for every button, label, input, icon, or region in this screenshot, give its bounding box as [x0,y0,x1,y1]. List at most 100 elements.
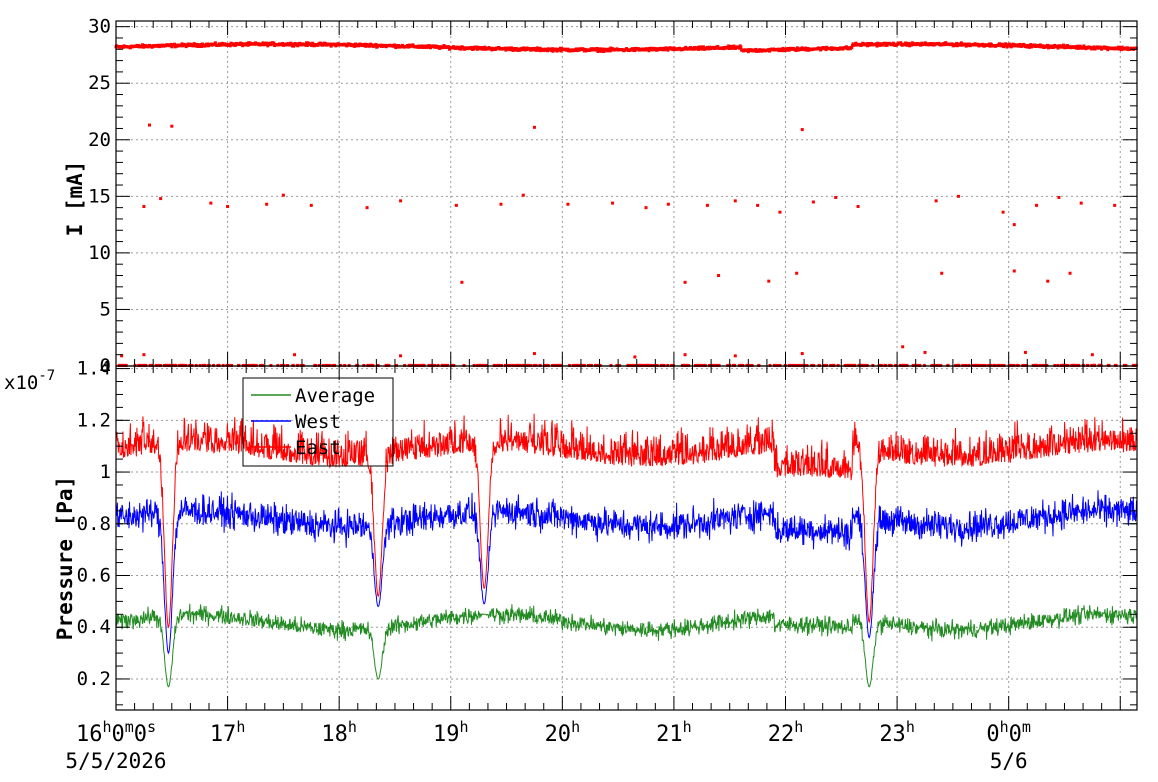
current-point [875,44,879,48]
plot-frame [115,365,1138,711]
current-point [901,345,905,349]
current-point [1001,210,1005,214]
x-tick-label: 18h [321,718,357,747]
current-point [980,42,984,46]
y-tick-label: 1.2 [77,409,111,431]
x-tick-unit: s [147,718,156,736]
current-point [1012,223,1016,227]
current-point [185,44,189,48]
current-point [850,45,854,49]
x-tick-unit: h [459,718,468,736]
y-tick-label: 0.2 [77,668,111,690]
y-axis-title: Pressure [Pa] [53,476,77,640]
current-point [602,50,606,54]
current-point [733,199,737,203]
x-tick-unit: h [348,718,357,736]
current-point [1005,45,1009,49]
current-point [988,44,992,48]
x-tick-unit: m [125,718,134,736]
x-tick-unit: h [683,718,692,736]
current-point [940,271,944,275]
current-point [289,41,293,45]
current-point [374,42,378,46]
current-point [142,205,146,209]
series-average-line [115,603,1138,688]
current-point [226,205,230,209]
y-tick-label: 1 [100,461,111,483]
current-point [907,41,911,45]
legend: Average West East [242,377,394,467]
current-point [120,354,124,358]
x-tick-label: 20h [545,718,581,747]
current-point [352,43,356,47]
current-point [1061,43,1065,47]
current-point [272,41,276,45]
current-panel: 0 5 10 15 20 25 30 I [mA] [63,16,1138,377]
current-point [1079,201,1083,205]
current-point [834,195,838,199]
current-point [795,271,799,275]
current-point [142,353,146,357]
current-point [663,48,667,52]
y-tick-label: 0.8 [77,513,111,535]
current-point [633,355,637,359]
y-axis-title: I [mA] [63,161,87,237]
current-point [1012,269,1016,273]
current-point [923,350,927,354]
current-point [1119,48,1123,52]
current-point [701,45,705,49]
y-tick-label: 30 [88,16,111,38]
current-point [717,274,721,278]
current-point [1046,44,1050,48]
current-point [483,45,487,49]
legend-label: West [295,411,341,433]
x-tick-label: 21h [656,718,692,747]
x-tick-unit: h [102,718,111,736]
y-tick-label: 15 [88,185,111,207]
current-point [731,46,735,50]
current-point [147,123,151,127]
current-point [311,41,315,45]
pressure-panel: 0.2 0.4 0.6 0.8 1 1.2 1.4 Pressure [Pa] x10-7 [4,358,1138,711]
time-axis: 16h0m0s 17h 18h 19h 20h 21h 22h 23h 0h0m… [65,21,1121,773]
current-point [811,200,815,204]
current-point [192,42,196,46]
current-point [1004,42,1008,46]
current-point [910,43,914,47]
current-point [899,41,903,45]
current-point [213,41,217,45]
x-tick-unit: h [794,718,803,736]
current-point [934,199,938,203]
x-tick-value: 0 [111,722,124,747]
current-point [804,46,808,50]
current-point [534,48,538,52]
current-point [609,46,613,50]
current-point [800,352,804,356]
current-point [196,43,200,47]
y-tick-label: 25 [88,72,111,94]
current-point [733,354,737,358]
x-tick-label: 22h [768,718,804,747]
current-point [281,193,285,197]
current-point [644,206,648,210]
current-point [683,280,687,284]
x-date-label: 5/5/2026 [65,749,166,773]
current-point [1134,46,1138,50]
current-point [739,45,743,49]
current-point [173,42,177,46]
x-tick-unit: h [906,718,915,736]
current-point [1046,279,1050,283]
current-point [532,125,536,129]
current-point [756,203,760,207]
legend-label: Average [295,385,375,407]
current-point [767,279,771,283]
current-point [1064,46,1068,50]
current-point [499,202,503,206]
current-point [142,45,146,49]
y-tick-label: 20 [88,129,111,151]
y-tick-label: 0.6 [77,565,111,587]
current-point [1068,271,1072,275]
current-point [546,49,550,53]
series-west-line [115,490,1138,655]
